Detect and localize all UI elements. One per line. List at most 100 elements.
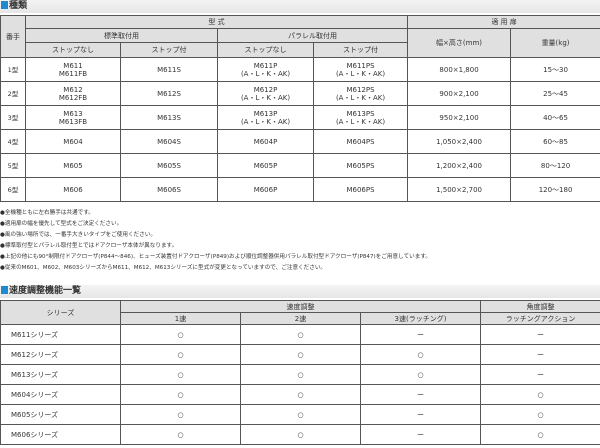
- feature-cell: ○: [480, 424, 600, 445]
- bante-cell: 4型: [0, 129, 26, 154]
- series-cell: M611シリーズ: [0, 324, 121, 345]
- size-cell: 1,200×2,400: [407, 153, 512, 178]
- model-variant: (A・L・K・AK): [335, 93, 386, 102]
- std-none-cell: M605: [25, 153, 121, 178]
- table-row: 3型 M613 M613FB M613S M613P (A・L・K・AK) M613…: [0, 105, 600, 130]
- par-none-cell: M612P (A・L・K・AK): [217, 81, 314, 106]
- table-row: 2型 M612 M612FB M612S M612P (A・L・K・AK) M612…: [0, 81, 600, 106]
- model-code: M612P: [253, 85, 278, 94]
- model-variant: M611FB: [58, 69, 88, 78]
- std-stop-cell: M612S: [120, 81, 218, 106]
- feature-cell: ー: [480, 344, 600, 365]
- feature-cell: ー: [480, 324, 600, 345]
- model-variant: (A・L・K・AK): [240, 69, 291, 78]
- model-code: M606PS: [346, 185, 375, 194]
- header-bante: 番手: [0, 15, 26, 58]
- table-row: M605シリーズ ○ ○ ー ○: [0, 404, 600, 425]
- header-latch: ラッチングアクション: [480, 312, 600, 325]
- par-stop-cell: M605PS: [312, 153, 409, 178]
- model-variant: M612FB: [58, 93, 88, 102]
- model-code: M606P: [253, 185, 278, 194]
- feature-cell: ー: [359, 324, 482, 345]
- header-size: 幅×高さ(mm): [407, 28, 512, 58]
- par-none-cell: M613P (A・L・K・AK): [217, 105, 314, 130]
- feature-cell: ー: [359, 404, 482, 425]
- bante-cell: 6型: [0, 177, 26, 202]
- note-item: ●上記の他にも90°制限付ドアクローザ(P844〜846)、ヒューズ装置付ドアク…: [0, 254, 431, 260]
- speed-table: シリーズ 速度調整 角度調整 1速 2速 3速(ラッチング) ラッチングアクション M61…: [0, 300, 600, 445]
- note-item: ●適用扉の幅を優先して型式をご決定ください。: [0, 221, 123, 227]
- table-row: M606シリーズ ○ ○ ー ○: [0, 424, 600, 445]
- feature-cell: ○: [120, 404, 241, 425]
- model-code: M604P: [253, 137, 278, 146]
- header-parallel: パラレル取付用: [216, 28, 409, 43]
- size-cell: 1,050×2,400: [407, 129, 512, 154]
- table-row: M611シリーズ ○ ○ ーー: [0, 324, 600, 345]
- model-variant: M613FB: [58, 117, 88, 126]
- model-code: M613: [63, 109, 83, 118]
- section-title-speed: 速度調整機能一覧: [0, 285, 600, 298]
- square-bullet-icon: [1, 286, 8, 294]
- feature-cell: ○: [120, 384, 241, 405]
- weight-cell: 80〜120: [510, 153, 600, 178]
- note-item: ●従来のM601、M602、M603シリーズからM611、M612、M613シリ…: [0, 265, 327, 271]
- std-stop-cell: M613S: [120, 105, 218, 130]
- header-series: シリーズ: [0, 300, 121, 325]
- feature-cell: ○: [120, 364, 241, 385]
- table-row: M613シリーズ ○ ○ ○ ー: [0, 364, 600, 385]
- feature-cell: ○: [120, 324, 241, 345]
- feature-cell: ○: [240, 424, 361, 445]
- table-row: 5型 M605 M605S M605P M605PS 1,200×2,400 8…: [0, 153, 600, 178]
- std-stop-cell: M606S: [120, 177, 218, 202]
- feature-cell: ○: [240, 364, 361, 385]
- std-none-cell: M604: [25, 129, 121, 154]
- model-variant: (A・L・K・AK): [335, 117, 386, 126]
- bante-cell: 5型: [0, 153, 26, 178]
- feature-cell: ○: [359, 364, 482, 385]
- notes-list: ●全機種ともに左右勝手は共通です。 ●適用扉の幅を優先して型式をご決定ください。 ●…: [0, 208, 431, 274]
- series-cell: M606シリーズ: [0, 424, 121, 445]
- std-stop-cell: M605S: [120, 153, 218, 178]
- header-model: 型 式: [24, 15, 409, 29]
- model-code: M604: [63, 137, 83, 146]
- par-stop-cell: M612PS (A・L・K・AK): [312, 81, 409, 106]
- weight-cell: 60〜85: [510, 129, 600, 154]
- feature-cell: ー: [359, 384, 482, 405]
- model-code: M613PS: [346, 109, 375, 118]
- header-stop-none: ストップなし: [217, 42, 314, 58]
- weight-cell: 15〜30: [510, 57, 600, 82]
- series-cell: M604シリーズ: [0, 384, 121, 405]
- header-s3: 3速(ラッチング): [359, 312, 482, 325]
- feature-cell: ○: [480, 384, 600, 405]
- header-speed: 速度調整: [119, 300, 482, 313]
- series-cell: M613シリーズ: [0, 364, 121, 385]
- header-stop-with: ストップ付: [312, 42, 409, 58]
- model-code: M612: [63, 85, 83, 94]
- weight-cell: 25〜45: [510, 81, 600, 106]
- feature-cell: ○: [120, 344, 241, 365]
- table-row: 1型 M611 M611FB M611S M611P (A・L・K・AK) M611…: [0, 57, 600, 82]
- header-stop-none: ストップなし: [25, 42, 121, 58]
- par-none-cell: M604P: [217, 129, 314, 154]
- std-stop-cell: M611S: [120, 57, 218, 82]
- bante-cell: 1型: [0, 57, 26, 82]
- par-stop-cell: M606PS: [312, 177, 409, 202]
- model-variant: (A・L・K・AK): [240, 117, 291, 126]
- model-variant: (A・L・K・AK): [335, 69, 386, 78]
- section-title-text: 速度調整機能一覧: [9, 286, 82, 296]
- table-row: M612シリーズ ○ ○ ○ ー: [0, 344, 600, 365]
- size-cell: 950×2,100: [407, 105, 512, 130]
- model-code: M611: [63, 61, 83, 70]
- weight-cell: 40〜65: [510, 105, 600, 130]
- std-none-cell: M606: [25, 177, 121, 202]
- square-bullet-icon: [1, 1, 8, 9]
- note-item: ●標準取付型とパラレル取付型とではドアクローザ本体が異なります。: [0, 243, 178, 249]
- table-row: M604シリーズ ○ ○ ー ○: [0, 384, 600, 405]
- feature-cell: ○: [240, 404, 361, 425]
- par-stop-cell: M613PS (A・L・K・AK): [312, 105, 409, 130]
- model-code: M613P: [253, 109, 278, 118]
- weight-cell: 120〜180: [510, 177, 600, 202]
- feature-cell: ○: [480, 404, 600, 425]
- series-cell: M612シリーズ: [0, 344, 121, 365]
- par-stop-cell: M604PS: [312, 129, 409, 154]
